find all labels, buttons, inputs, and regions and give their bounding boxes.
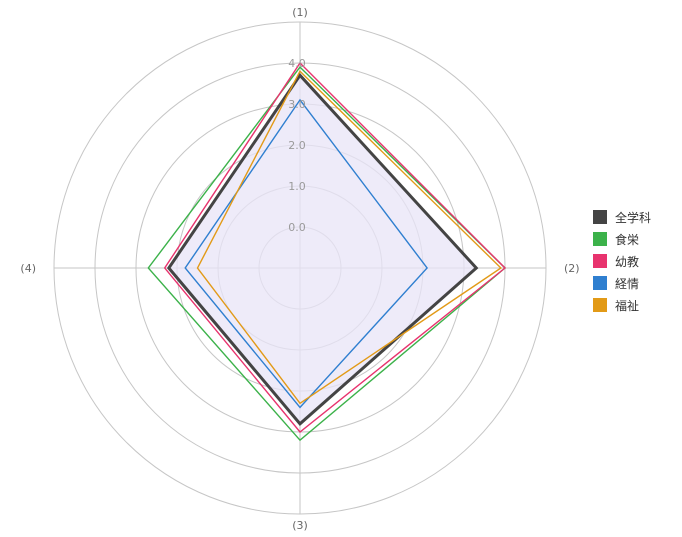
- axis-label-1: (1): [292, 6, 308, 19]
- series-polygon-4: [184, 98, 429, 409]
- legend-swatch-5: [593, 298, 607, 312]
- series-polygon-3: [163, 61, 507, 433]
- axis-label-3: (3): [292, 519, 308, 532]
- legend-label-5: 福祉: [615, 298, 639, 313]
- legend-label-4: 経情: [615, 277, 639, 291]
- radar-series: [147, 61, 507, 442]
- legend-swatch-2: [593, 232, 607, 246]
- r-tick-label: 4.0: [288, 57, 306, 70]
- radar-tick-labels: 0.0 1.0 2.0 3.0 4.0: [288, 57, 306, 234]
- legend-label-1: 全学科: [615, 210, 651, 225]
- axis-label-2: (2): [564, 262, 580, 275]
- axis-label-4: (4): [20, 262, 36, 275]
- series-polygon-1: [166, 72, 479, 426]
- legend-swatch-1: [593, 210, 607, 224]
- legend-swatch-3: [593, 254, 607, 268]
- series-polygon-2: [147, 66, 507, 442]
- radar-axis-labels: (1) (2) (3) (4): [20, 6, 579, 532]
- legend-label-2: 食栄: [615, 232, 639, 247]
- r-tick-label: 3.0: [288, 98, 306, 111]
- legend-swatch-4: [593, 276, 607, 290]
- series-polygon-5: [196, 70, 503, 405]
- r-tick-label: 0.0: [288, 221, 306, 234]
- legend-label-3: 幼教: [615, 254, 639, 269]
- r-tick-label: 2.0: [288, 139, 306, 152]
- r-tick-label: 1.0: [288, 180, 306, 193]
